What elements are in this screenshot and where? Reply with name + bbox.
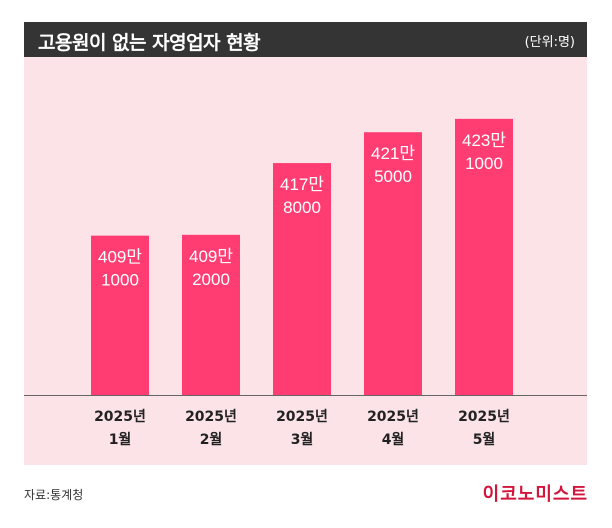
bar-chart: 409만 1000 2025년 1월 409만 2000 2025년 2월 417만 8000 20… — [24, 118, 587, 448]
bar-2 — [182, 234, 240, 395]
category-label-1-line2: 1월 — [109, 431, 132, 448]
bar-value-label-4-line2: 5000 — [374, 167, 412, 186]
bar-value-label-5-line2: 1000 — [465, 154, 503, 173]
bar-5 — [455, 118, 513, 395]
bar-value-label-2-line1: 409만 — [189, 247, 233, 266]
bar-1 — [91, 235, 149, 395]
bar-3 — [273, 163, 331, 395]
bar-4 — [364, 132, 422, 395]
unit-label: (단위:명) — [524, 35, 575, 50]
bar-value-label-3-line1: 417만 — [280, 175, 324, 194]
chart-header: 고용원이 없는 자영업자 현황 (단위:명) — [24, 22, 587, 57]
bar-value-label-2-line2: 2000 — [192, 270, 230, 289]
bar-value-label-1-line2: 1000 — [101, 271, 139, 290]
bar-value-label-1-line1: 409만 — [98, 248, 142, 267]
category-label-5-line1: 2025년 — [458, 409, 510, 425]
category-label-2-line1: 2025년 — [185, 409, 237, 425]
brand-logo: 이코노미스트 — [482, 484, 588, 505]
chart-title: 고용원이 없는 자영업자 현황 — [38, 32, 261, 54]
category-label-4-line1: 2025년 — [367, 409, 419, 425]
bar-value-label-4-line1: 421만 — [371, 144, 415, 163]
category-label-3-line2: 3월 — [291, 431, 314, 448]
bar-value-label-5-line1: 423만 — [462, 131, 506, 150]
source-note: 자료:통계청 — [24, 488, 84, 502]
category-label-4-line2: 4월 — [382, 431, 405, 448]
category-label-2-line2: 2월 — [200, 431, 223, 448]
plot-area: 409만 1000 2025년 1월 409만 2000 2025년 2월 417만 8000 20… — [24, 57, 587, 465]
category-label-1-line1: 2025년 — [94, 409, 146, 425]
category-label-5-line2: 5월 — [473, 431, 496, 448]
bar-value-label-3-line2: 8000 — [283, 198, 321, 217]
category-label-3-line1: 2025년 — [276, 409, 328, 425]
